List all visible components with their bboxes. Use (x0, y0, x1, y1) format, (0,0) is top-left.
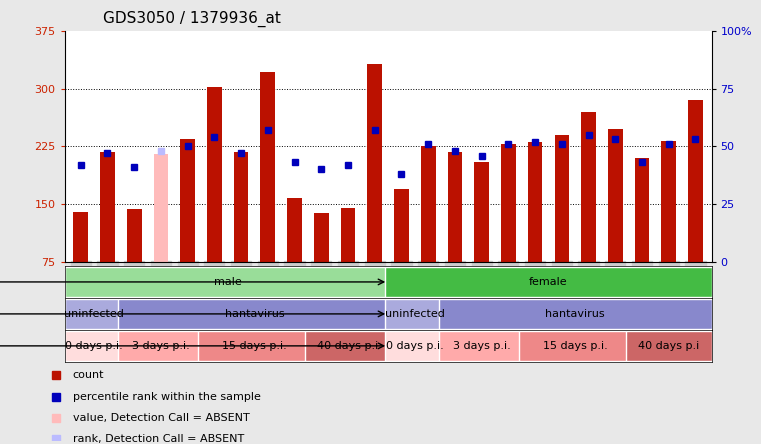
Text: 3 days p.i.: 3 days p.i. (132, 341, 189, 351)
Bar (65, 330, 123, 361)
Bar (385, 298, 444, 329)
Bar (581, 112, 596, 262)
Bar (555, 135, 569, 262)
Bar (385, 330, 444, 361)
Text: 0 days p.i.: 0 days p.i. (386, 341, 444, 351)
Bar (688, 100, 703, 262)
Text: 15 days p.i.: 15 days p.i. (222, 341, 287, 351)
Bar (118, 330, 204, 361)
Bar (608, 129, 622, 262)
Text: GDS3050 / 1379936_at: GDS3050 / 1379936_at (103, 11, 281, 27)
Bar (154, 154, 168, 262)
Text: hantavirus: hantavirus (546, 309, 605, 319)
Bar (447, 152, 462, 262)
Bar (100, 152, 115, 262)
Bar (474, 162, 489, 262)
Text: value, Detection Call = ABSENT: value, Detection Call = ABSENT (72, 412, 250, 423)
Text: uninfected: uninfected (64, 309, 124, 319)
Bar (314, 213, 329, 262)
Bar (65, 266, 391, 297)
Bar (305, 330, 391, 361)
Bar (287, 198, 302, 262)
Text: uninfected: uninfected (385, 309, 444, 319)
Bar (118, 298, 391, 329)
Text: 40 days p.i: 40 days p.i (638, 341, 699, 351)
Bar (626, 330, 712, 361)
Text: female: female (529, 277, 568, 287)
Bar (439, 298, 712, 329)
Bar (394, 189, 409, 262)
Text: rank, Detection Call = ABSENT: rank, Detection Call = ABSENT (72, 434, 244, 444)
Text: 0 days p.i.: 0 days p.i. (65, 341, 123, 351)
Text: percentile rank within the sample: percentile rank within the sample (72, 392, 260, 401)
Bar (528, 143, 543, 262)
Bar (199, 330, 310, 361)
Text: 15 days p.i.: 15 days p.i. (543, 341, 607, 351)
Bar (421, 147, 435, 262)
Text: male: male (214, 277, 241, 287)
Bar (127, 209, 142, 262)
Text: hantavirus: hantavirus (224, 309, 285, 319)
Text: count: count (72, 370, 104, 381)
Text: 3 days p.i.: 3 days p.i. (453, 341, 511, 351)
Bar (341, 208, 355, 262)
Bar (368, 64, 382, 262)
Bar (439, 330, 524, 361)
Bar (519, 330, 632, 361)
Text: 40 days p.i: 40 days p.i (317, 341, 379, 351)
Bar (501, 144, 516, 262)
Bar (65, 298, 123, 329)
Bar (661, 141, 676, 262)
Bar (73, 212, 88, 262)
Bar (260, 72, 275, 262)
Bar (385, 266, 712, 297)
Bar (635, 158, 649, 262)
Bar (207, 87, 221, 262)
Bar (180, 139, 195, 262)
Bar (234, 152, 248, 262)
